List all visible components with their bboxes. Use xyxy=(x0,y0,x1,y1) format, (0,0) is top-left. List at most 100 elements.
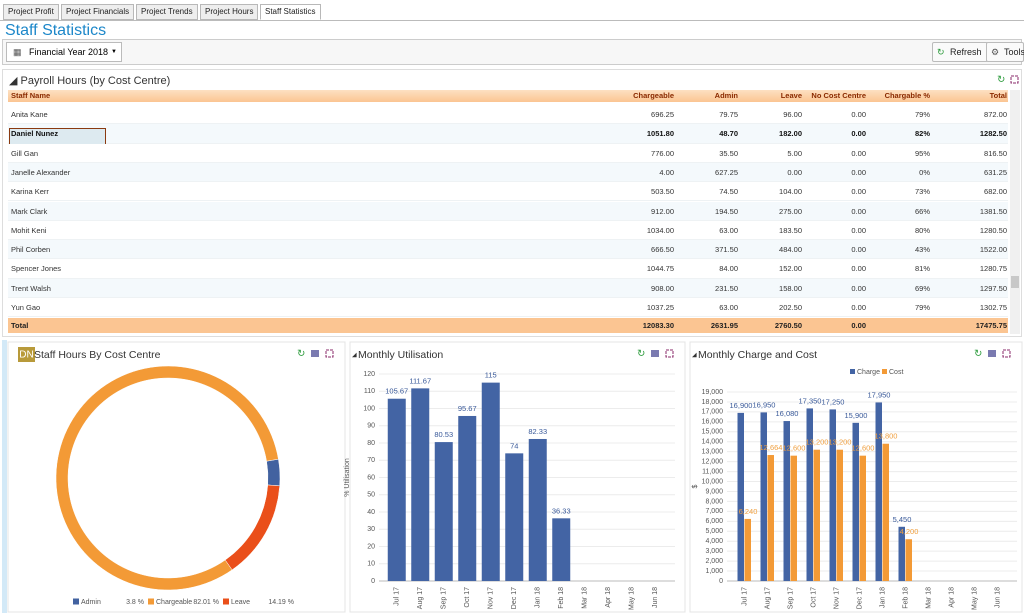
x-tick-label: Jul 17 xyxy=(741,587,748,606)
button-icon: ↻ xyxy=(937,47,945,57)
tab[interactable]: Project Trends xyxy=(136,4,198,20)
page-title: Staff Statistics xyxy=(5,22,107,39)
table-cell: 0.00 xyxy=(851,129,866,139)
table-row[interactable] xyxy=(8,124,1008,144)
bar xyxy=(813,449,820,581)
table-row[interactable] xyxy=(8,278,1008,298)
data-label: 13,800 xyxy=(875,432,898,441)
table-row[interactable] xyxy=(8,105,1008,125)
legend-label: Leave xyxy=(231,599,250,606)
table-cell: 1034.00 xyxy=(646,225,674,235)
bar xyxy=(767,455,774,581)
table-cell: 231.50 xyxy=(715,283,738,293)
y-tick-label: 1,000 xyxy=(705,568,723,575)
y-axis-label: $ xyxy=(692,484,699,488)
x-tick-label: Dec 17 xyxy=(511,587,518,609)
table-cell: 182.00 xyxy=(779,129,802,139)
data-label: 95.67 xyxy=(458,404,477,413)
legend-value: 82.01 % xyxy=(193,599,219,606)
chart-title-marker: ◢ xyxy=(352,353,357,359)
data-label: 13,200 xyxy=(806,438,829,447)
table-cell: 79% xyxy=(914,110,930,119)
refresh-icon: ↻ xyxy=(297,349,305,360)
table-cell: 1280.75 xyxy=(979,264,1007,274)
data-label: 16,950 xyxy=(753,400,776,409)
table-cell: 484.00 xyxy=(779,245,802,255)
table-row[interactable] xyxy=(8,298,1008,318)
table-cell: 627.25 xyxy=(715,167,738,177)
bar xyxy=(836,449,843,581)
table-cell: 4.00 xyxy=(659,167,674,177)
table-row[interactable] xyxy=(8,162,1008,183)
table-row[interactable] xyxy=(8,201,1008,221)
data-label: 17,350 xyxy=(799,396,822,405)
table-row[interactable] xyxy=(8,220,1008,241)
y-tick-label: 19,000 xyxy=(702,389,724,396)
table-cell: 48.70 xyxy=(719,129,738,139)
bar xyxy=(882,443,889,581)
legend-label: Charge xyxy=(857,369,880,376)
table-cell: 0.00 xyxy=(851,225,866,235)
bar xyxy=(898,526,905,581)
bar xyxy=(481,382,500,581)
table-row[interactable] xyxy=(8,259,1008,279)
bar xyxy=(552,518,571,581)
bar xyxy=(852,422,859,581)
data-label: 15,900 xyxy=(845,411,868,420)
x-tick-label: Jun 18 xyxy=(652,587,659,608)
panel-frame xyxy=(689,341,1023,613)
table-cell: 96.00 xyxy=(783,110,802,119)
x-tick-label: Feb 18 xyxy=(558,587,565,609)
y-tick-label: 9,000 xyxy=(705,488,723,495)
table-cell: 371.50 xyxy=(715,245,738,255)
y-tick-label: 17,000 xyxy=(702,409,724,416)
y-tick-label: 15,000 xyxy=(702,429,724,436)
y-tick-label: 100 xyxy=(363,405,375,412)
caret: ▼ xyxy=(111,49,117,55)
bar xyxy=(737,412,744,581)
x-tick-label: Nov 17 xyxy=(833,587,840,609)
table-row[interactable] xyxy=(8,143,1008,163)
x-tick-label: Sep 17 xyxy=(787,587,794,609)
y-tick-label: 3,000 xyxy=(705,548,723,555)
table-cell: 503.50 xyxy=(651,187,674,197)
scroll-thumb[interactable] xyxy=(1011,276,1019,288)
data-label: 105.67 xyxy=(385,387,408,396)
calendar-icon: ▦ xyxy=(13,47,22,57)
tab[interactable]: Staff Statistics xyxy=(260,4,321,20)
table-row[interactable] xyxy=(8,240,1008,260)
table-cell: 666.50 xyxy=(651,245,674,255)
table-cell: Total xyxy=(11,321,29,331)
y-tick-label: 110 xyxy=(364,388,375,395)
y-tick-label: 60 xyxy=(367,474,375,481)
table-cell: 63.00 xyxy=(719,303,738,312)
table-cell: 0.00 xyxy=(851,167,866,177)
table-cell: 79.75 xyxy=(719,110,738,119)
data-label: 111.67 xyxy=(409,376,431,385)
bar xyxy=(458,415,477,581)
table-cell: 104.00 xyxy=(779,187,802,197)
y-axis-label: % Utilisation xyxy=(344,458,351,497)
donut-slice xyxy=(55,365,279,591)
table-cell: 1302.75 xyxy=(979,303,1007,312)
table-cell: 80% xyxy=(914,225,930,235)
bar xyxy=(387,398,406,581)
data-label: 82.33 xyxy=(528,427,547,436)
tab[interactable]: Project Profit xyxy=(3,4,59,20)
year-dropdown[interactable]: Financial Year 2018 ▼ ▦ xyxy=(6,42,122,62)
legend-value: 14.19 % xyxy=(268,599,294,606)
table-cell: Gill Gan xyxy=(11,148,39,158)
table-row[interactable] xyxy=(8,182,1008,202)
y-tick-label: 5,000 xyxy=(705,528,723,535)
scrollbar[interactable] xyxy=(1010,90,1020,334)
tab[interactable]: Project Hours xyxy=(200,4,259,20)
table-cell: 84.00 xyxy=(719,264,738,274)
x-tick-label: Aug 17 xyxy=(417,587,424,609)
table-cell: Daniel Nunez xyxy=(11,129,59,139)
legend-swatch xyxy=(73,598,79,605)
panel-frame xyxy=(7,341,346,613)
button[interactable]: Tools ⚙ xyxy=(986,42,1024,62)
tab[interactable]: Project Financials xyxy=(61,4,135,20)
button[interactable]: Refresh ↻ xyxy=(932,42,988,62)
